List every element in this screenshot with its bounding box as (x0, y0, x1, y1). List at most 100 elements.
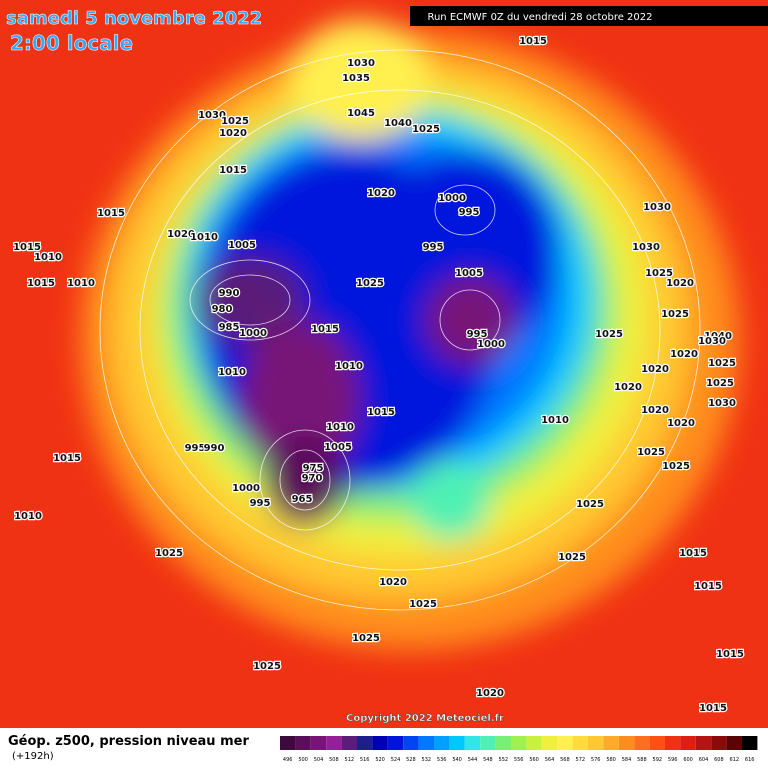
isobar-label: 1010 (326, 422, 354, 433)
color-swatch (726, 736, 742, 750)
isobar-label: 1005 (455, 268, 483, 279)
color-swatch (557, 736, 573, 750)
level-label: 616 (745, 757, 755, 763)
isobar-label: 1010 (190, 232, 218, 243)
isobar-label: 1025 (352, 633, 380, 644)
isobar-label: 1000 (232, 483, 260, 494)
color-swatch (495, 736, 511, 750)
date: samedi 5 novembre 2022 (6, 8, 262, 29)
isobar-label: 1015 (699, 703, 727, 714)
legend-title: Géop. z500, pression niveau mer (8, 734, 249, 749)
color-swatch (572, 736, 588, 750)
color-swatch (357, 736, 373, 750)
color-swatch (326, 736, 342, 750)
isobar-label: 1010 (541, 415, 569, 426)
lead-time: (+192h) (12, 751, 54, 762)
isobar-label: 975 (303, 463, 324, 474)
isobar-label: 995 (467, 329, 488, 340)
isobar-label: 980 (212, 304, 233, 315)
color-swatch (449, 736, 465, 750)
isobar-label: 1015 (679, 548, 707, 559)
isobar-label: 1045 (347, 108, 375, 119)
level-label: 564 (545, 757, 555, 763)
run-info: Run ECMWF 0Z du vendredi 28 octobre 2022 (427, 12, 652, 23)
color-swatch (295, 736, 311, 750)
level-label: 572 (576, 757, 586, 763)
isobar-label: 1025 (558, 552, 586, 563)
isobar-label: 1015 (716, 649, 744, 660)
level-label: 592 (653, 757, 663, 763)
level-label: 576 (591, 757, 601, 763)
level-label: 552 (499, 757, 509, 763)
color-swatch (665, 736, 681, 750)
time: 2:00 locale (10, 31, 133, 55)
isobar-label: 1025 (595, 329, 623, 340)
color-swatch (280, 736, 296, 750)
isobar-label: 1010 (34, 252, 62, 263)
level-label: 600 (683, 757, 693, 763)
isobar-label: 985 (219, 322, 240, 333)
level-label: 596 (668, 757, 678, 763)
isobar-label: 1020 (379, 577, 407, 588)
isobar-label: 1030 (698, 336, 726, 347)
isobar-label: 995 (459, 207, 480, 218)
level-label: 580 (606, 757, 616, 763)
isobar-label: 1015 (367, 407, 395, 418)
color-scale: 496 500 504 508 512 516 520 524 528 532 536 540 544 5… (280, 736, 758, 763)
map (0, 0, 768, 728)
isobar-label: 995 (423, 242, 444, 253)
level-label: 604 (699, 757, 709, 763)
color-swatch (541, 736, 558, 750)
isobar-label: 990 (219, 288, 240, 299)
color-swatch (588, 736, 604, 750)
isobar-label: 1025 (708, 358, 736, 369)
color-swatch (695, 736, 712, 750)
level-label: 512 (345, 757, 355, 763)
color-swatch (526, 736, 542, 750)
isobar-label: 1020 (641, 405, 669, 416)
isobar-label: 1020 (219, 128, 247, 139)
isobar-label: 1020 (476, 688, 504, 699)
isobar-label: 995 (250, 498, 271, 509)
level-label: 508 (329, 757, 339, 763)
level-label: 612 (730, 757, 740, 763)
isobar-label: 970 (302, 473, 323, 484)
isobar-label: 1020 (167, 229, 195, 240)
isobar-label: 1015 (27, 278, 55, 289)
level-label: 516 (360, 757, 370, 763)
isobar-label: 1015 (97, 208, 125, 219)
isobar-label: 1015 (53, 453, 81, 464)
level-label: 504 (314, 757, 324, 763)
isobar-label: 1015 (519, 36, 547, 47)
level-label: 588 (637, 757, 647, 763)
color-swatch (310, 736, 327, 750)
isobar-label: 1030 (347, 58, 375, 69)
isobar-label: 1020 (367, 188, 395, 199)
isobar-label: 1000 (477, 339, 505, 350)
level-label: 584 (622, 757, 632, 763)
isobar-label: 1005 (324, 442, 352, 453)
level-label: 548 (483, 757, 493, 763)
isobar-label: 1040 (384, 118, 412, 129)
isobar-label: 1025 (356, 278, 384, 289)
color-swatch (372, 736, 388, 750)
isobar-label: 990 (204, 443, 225, 454)
isobar-label: 1000 (438, 193, 466, 204)
isobar-label: 1020 (641, 364, 669, 375)
isobar-label: 965 (292, 494, 313, 505)
copyright: Copyright 2022 Meteociel.fr (346, 713, 504, 724)
color-swatch (511, 736, 527, 750)
isobar-label: 1015 (694, 581, 722, 592)
level-label: 544 (468, 757, 478, 763)
isobar-label: 1010 (335, 361, 363, 372)
isobar-label: 1025 (645, 268, 673, 279)
isobar-label: 1025 (662, 461, 690, 472)
isobar-label: 1000 (239, 328, 267, 339)
level-label: 540 (452, 757, 462, 763)
level-label: 500 (298, 757, 308, 763)
color-swatch (649, 736, 665, 750)
isobar-label: 1025 (412, 124, 440, 135)
isobar-label: 1025 (706, 378, 734, 389)
